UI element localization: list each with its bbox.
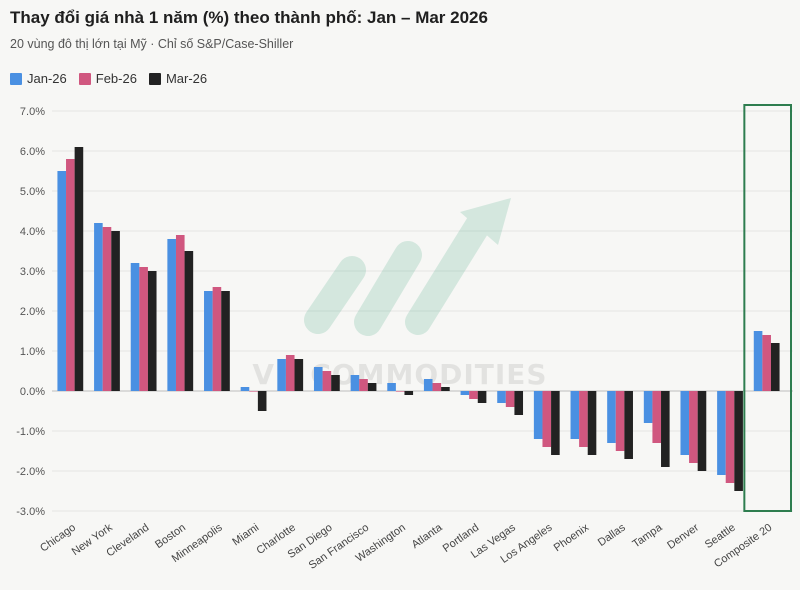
bar-mar-26 [147, 271, 157, 391]
bar-mar-26 [734, 391, 743, 491]
bar-jan-26 [680, 391, 690, 455]
bar-jan-26 [57, 171, 67, 391]
bar-feb-26 [139, 267, 148, 391]
bar-feb-26 [762, 335, 771, 391]
watermark-arrow-icon [460, 198, 511, 245]
bar-feb-26 [212, 287, 222, 391]
bar-mar-26 [770, 343, 780, 391]
x-tick-label: Miami [230, 522, 261, 549]
bar-mar-26 [624, 391, 633, 459]
legend-label-feb: Feb-26 [95, 71, 137, 86]
y-tick-label: -3.0% [16, 506, 45, 518]
legend-swatch-jan [10, 72, 22, 85]
watermark-stroke-2 [354, 241, 422, 336]
chart-title: Thay đổi giá nhà 1 năm (%) theo thành ph… [10, 8, 488, 27]
bar-mar-26 [184, 251, 194, 391]
legend-item-feb: Feb-26 [78, 71, 137, 86]
bar-mar-26 [477, 391, 487, 403]
bar-jan-26 [387, 383, 396, 391]
bar-feb-26 [689, 391, 698, 463]
bar-mar-26 [441, 387, 450, 391]
legend-item-mar: Mar-26 [148, 71, 208, 86]
bar-feb-26 [505, 391, 515, 407]
legend-label-jan: Jan-26 [27, 71, 67, 86]
bar-jan-26 [277, 359, 286, 391]
bar-feb-26 [652, 391, 662, 443]
bar-jan-26 [717, 391, 726, 475]
bar-feb-26 [285, 355, 295, 391]
watermark-stroke-3 [405, 209, 493, 335]
y-tick-label: -2.0% [16, 466, 45, 478]
legend-swatch-mar [148, 72, 161, 85]
bar-mar-26 [697, 391, 707, 471]
bar-mar-26 [331, 375, 340, 391]
bar-feb-26 [432, 383, 442, 391]
bar-feb-26 [359, 379, 368, 391]
highlight-box [743, 104, 792, 512]
bar-mar-26 [404, 391, 414, 395]
y-tick-label: 4.0% [20, 226, 45, 238]
bar-jan-26 [753, 331, 763, 391]
bar-mar-26 [661, 391, 670, 467]
bar-jan-26 [533, 391, 543, 439]
legend-swatch-feb [78, 72, 91, 85]
bar-feb-26 [579, 391, 588, 447]
bar-jan-26 [643, 391, 653, 423]
y-tick-label: 7.0% [20, 106, 45, 118]
bar-mar-26 [551, 391, 560, 455]
bar-mar-26 [257, 391, 267, 411]
bar-mar-26 [221, 291, 230, 391]
y-tick-label: -1.0% [16, 426, 45, 438]
bar-feb-26 [615, 391, 625, 451]
chart-subtitle: 20 vùng đô thị lớn tại Mỹ · Chỉ số S&P/C… [10, 37, 294, 51]
legend-label-mar: Mar-26 [165, 71, 208, 86]
bar-mar-26 [74, 147, 84, 391]
y-tick-label: 5.0% [20, 186, 45, 198]
bar-feb-26 [102, 227, 112, 391]
x-tick-label: Denver [665, 521, 701, 551]
bar-jan-26 [167, 239, 176, 391]
bar-jan-26 [497, 391, 506, 403]
bar-jan-26 [130, 263, 140, 391]
bar-jan-26 [313, 367, 323, 391]
x-tick-label: Phoenix [552, 521, 592, 554]
bar-mar-26 [587, 391, 597, 455]
x-tick-label: Dallas [596, 521, 628, 549]
y-tick-label: 6.0% [20, 146, 45, 158]
bar-feb-26 [175, 235, 185, 391]
y-tick-label: 0.0% [20, 386, 45, 398]
x-tick-label: Tampa [631, 521, 666, 550]
bar-jan-26 [94, 223, 103, 391]
bar-jan-26 [607, 391, 616, 443]
bar-feb-26 [725, 391, 735, 483]
legend: Jan-26 Feb-26 Mar-26 [10, 71, 207, 86]
bar-jan-26 [350, 375, 360, 391]
bar-jan-26 [423, 379, 433, 391]
bar-jan-26 [460, 391, 470, 395]
bar-mar-26 [367, 383, 377, 391]
bar-jan-26 [240, 387, 250, 391]
bar-feb-26 [395, 391, 405, 392]
watermark-stroke-1 [304, 256, 366, 334]
y-tick-label: 3.0% [20, 266, 45, 278]
bar-jan-26 [204, 291, 213, 391]
bar-feb-26 [66, 159, 75, 391]
y-tick-label: 2.0% [20, 306, 45, 318]
bar-mar-26 [514, 391, 524, 415]
bar-jan-26 [570, 391, 580, 439]
bar-feb-26 [469, 391, 478, 399]
legend-item-jan: Jan-26 [10, 71, 67, 86]
bar-feb-26 [322, 371, 332, 391]
bar-feb-26 [249, 391, 258, 392]
bar-mar-26 [111, 231, 120, 391]
bar-mar-26 [294, 359, 304, 391]
x-tick-label: Atlanta [410, 521, 446, 551]
bar-feb-26 [542, 391, 552, 447]
y-tick-label: 1.0% [20, 346, 45, 358]
